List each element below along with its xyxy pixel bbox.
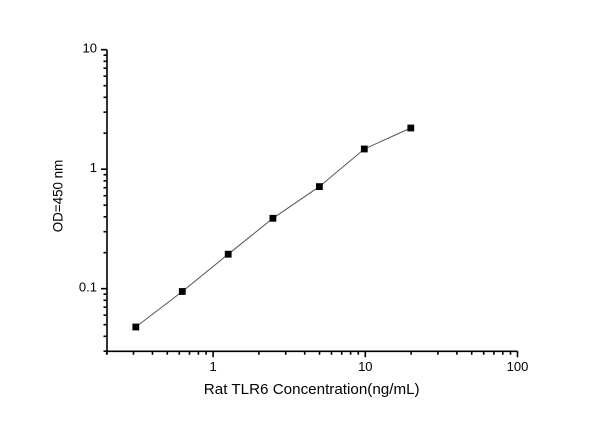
svg-text:1: 1 (90, 160, 97, 175)
svg-text:0.1: 0.1 (79, 280, 97, 295)
svg-text:10: 10 (358, 359, 372, 374)
svg-text:10: 10 (83, 41, 97, 56)
svg-text:OD=450 nm: OD=450 nm (51, 160, 66, 233)
svg-text:1: 1 (209, 359, 216, 374)
svg-text:100: 100 (507, 359, 529, 374)
svg-text:Rat TLR6 Concentration(ng/mL): Rat TLR6 Concentration(ng/mL) (204, 381, 420, 398)
